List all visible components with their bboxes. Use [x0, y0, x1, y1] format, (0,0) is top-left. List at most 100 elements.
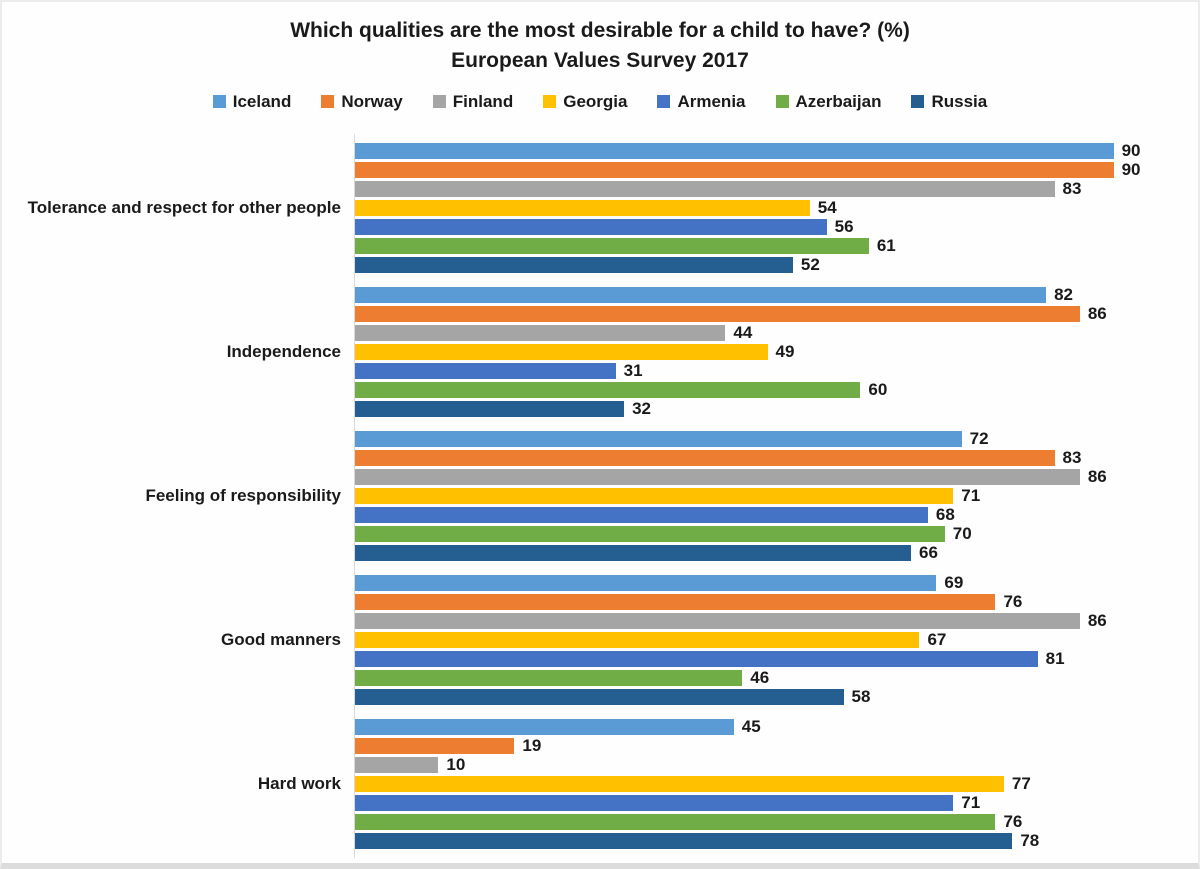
- bar-value-armenia-independence: 31: [623, 360, 643, 380]
- legend-swatch-norway: [321, 95, 335, 109]
- legend-item-georgia: Georgia: [543, 92, 627, 112]
- bar-row-iceland-independence: 82: [354, 284, 1198, 304]
- bar-value-norway-good-manners: 76: [1003, 591, 1023, 611]
- bar-row-iceland-feeling-of-responsibility: 72: [354, 428, 1198, 448]
- category-group-good-manners: Good manners 69 76 86 67 81 46 58: [2, 572, 1198, 706]
- legend-item-iceland: Iceland: [212, 92, 291, 112]
- bar-value-russia-feeling-of-responsibility: 66: [919, 542, 938, 562]
- bar-value-iceland-good-manners: 69: [944, 572, 964, 592]
- bar-azerbaijan-independence: [354, 381, 861, 398]
- bar-iceland-feeling-of-responsibility: [354, 430, 962, 447]
- bar-iceland-good-manners: [354, 574, 937, 591]
- bar-row-armenia-hard-work: 71: [354, 792, 1198, 812]
- bar-finland-independence: [354, 324, 726, 341]
- bar-norway-good-manners: [354, 593, 996, 610]
- bar-azerbaijan-good-manners: [354, 669, 743, 686]
- bar-row-norway-feeling-of-responsibility: 83: [354, 447, 1198, 467]
- bar-value-finland-good-manners: 86: [1087, 610, 1107, 630]
- bar-georgia-independence: [354, 343, 768, 360]
- bar-azerbaijan-tolerance-and-respect-for-other-people: [354, 237, 869, 254]
- bar-row-azerbaijan-hard-work: 76: [354, 811, 1198, 831]
- bar-value-georgia-good-manners: 67: [927, 629, 947, 649]
- bar-value-finland-hard-work: 10: [446, 754, 466, 774]
- category-label-hard-work: Hard work: [257, 773, 341, 793]
- bar-russia-hard-work: [354, 832, 1013, 849]
- chart-subtitle: European Values Survey 2017: [451, 49, 749, 73]
- bar-value-iceland-independence: 82: [1054, 284, 1073, 304]
- legend-label-russia: Russia: [931, 91, 988, 111]
- bar-azerbaijan-feeling-of-responsibility: [354, 525, 945, 542]
- bar-iceland-tolerance-and-respect-for-other-people: [354, 142, 1114, 159]
- bar-russia-tolerance-and-respect-for-other-people: [354, 256, 793, 273]
- legend-item-finland: Finland: [432, 92, 513, 112]
- bar-norway-independence: [354, 305, 1080, 322]
- bar-value-russia-independence: 32: [632, 398, 651, 418]
- bars-hard-work: 45 19 10 77 71 76 78: [354, 718, 1198, 850]
- legend-label-georgia: Georgia: [563, 91, 628, 111]
- category-label-independence: Independence: [226, 341, 341, 361]
- bar-iceland-independence: [354, 286, 1047, 303]
- bar-norway-hard-work: [354, 737, 515, 754]
- bar-row-norway-good-manners: 76: [354, 591, 1198, 611]
- bar-row-georgia-feeling-of-responsibility: 71: [354, 487, 1198, 504]
- bar-value-norway-feeling-of-responsibility: 83: [1062, 447, 1082, 467]
- bar-row-georgia-hard-work: 77: [354, 773, 1198, 793]
- bar-finland-feeling-of-responsibility: [354, 468, 1080, 485]
- bar-value-armenia-feeling-of-responsibility: 68: [935, 504, 955, 524]
- bar-value-azerbaijan-good-manners: 46: [750, 667, 770, 687]
- legend: Iceland Norway Finland Georgia Armenia Azerba…: [2, 91, 1198, 113]
- bar-row-armenia-good-manners: 81: [354, 650, 1198, 667]
- bar-row-georgia-independence: 49: [354, 343, 1198, 360]
- bar-value-finland-tolerance-and-respect-for-other-people: 83: [1062, 178, 1082, 198]
- bar-value-finland-feeling-of-responsibility: 86: [1087, 466, 1107, 486]
- bar-value-iceland-tolerance-and-respect-for-other-people: 90: [1121, 140, 1141, 160]
- title-block: Which qualities are the most desirable f…: [2, 2, 1198, 77]
- bar-armenia-hard-work: [354, 794, 954, 811]
- bar-value-armenia-hard-work: 71: [961, 792, 981, 812]
- bar-russia-feeling-of-responsibility: [354, 544, 912, 561]
- bar-finland-good-manners: [354, 612, 1080, 629]
- category-label-good-manners: Good manners: [221, 629, 341, 649]
- bar-row-iceland-tolerance-and-respect-for-other-people: 90: [354, 140, 1198, 160]
- legend-item-azerbaijan: Azerbaijan: [775, 92, 881, 112]
- chart-title: Which qualities are the most desirable f…: [290, 19, 910, 42]
- bar-row-finland-hard-work: 10: [354, 754, 1198, 774]
- bar-norway-feeling-of-responsibility: [354, 449, 1055, 466]
- bar-value-armenia-tolerance-and-respect-for-other-people: 56: [834, 216, 854, 236]
- bar-value-russia-good-manners: 58: [851, 686, 871, 706]
- bar-row-azerbaijan-tolerance-and-respect-for-other-people: 61: [354, 235, 1198, 255]
- bar-row-azerbaijan-feeling-of-responsibility: 70: [354, 523, 1198, 543]
- bar-armenia-tolerance-and-respect-for-other-people: [354, 218, 827, 235]
- bar-value-norway-independence: 86: [1087, 303, 1107, 323]
- category-label-tolerance-and-respect-for-other-people: Tolerance and respect for other people: [27, 197, 341, 217]
- bar-iceland-hard-work: [354, 718, 734, 735]
- category-group-hard-work: Hard work 45 19 10 77 71 76 78: [2, 718, 1198, 850]
- bar-armenia-good-manners: [354, 650, 1038, 667]
- bar-finland-hard-work: [354, 756, 439, 773]
- bar-row-norway-independence: 86: [354, 303, 1198, 323]
- bar-row-russia-feeling-of-responsibility: 66: [354, 542, 1198, 562]
- legend-swatch-finland: [432, 95, 446, 109]
- legend-label-norway: Norway: [341, 91, 403, 111]
- bar-value-russia-hard-work: 78: [1020, 830, 1040, 850]
- bar-value-azerbaijan-feeling-of-responsibility: 70: [952, 523, 972, 543]
- bar-row-finland-feeling-of-responsibility: 86: [354, 466, 1198, 486]
- bar-value-azerbaijan-hard-work: 76: [1003, 811, 1023, 831]
- bar-armenia-independence: [354, 362, 616, 379]
- bar-value-georgia-hard-work: 77: [1011, 773, 1031, 793]
- bar-georgia-good-manners: [354, 631, 920, 648]
- bar-row-russia-good-manners: 58: [354, 686, 1198, 706]
- bar-row-finland-good-manners: 86: [354, 610, 1198, 630]
- bar-row-finland-independence: 44: [354, 324, 1198, 341]
- legend-item-armenia: Armenia: [657, 92, 746, 112]
- category-axis-line: [354, 133, 355, 858]
- bar-value-azerbaijan-tolerance-and-respect-for-other-people: 61: [876, 235, 896, 255]
- bar-row-georgia-good-manners: 67: [354, 629, 1198, 649]
- bar-row-armenia-feeling-of-responsibility: 68: [354, 504, 1198, 524]
- bar-row-armenia-independence: 31: [354, 360, 1198, 380]
- category-group-tolerance-and-respect-for-other-people: Tolerance and respect for other people 90…: [2, 140, 1198, 273]
- category-group-feeling-of-responsibility: Feeling of responsibility 72 83 86 71 68 70 66: [2, 428, 1198, 562]
- bar-value-iceland-feeling-of-responsibility: 72: [969, 428, 989, 448]
- bar-georgia-tolerance-and-respect-for-other-people: [354, 199, 810, 216]
- bar-georgia-hard-work: [354, 775, 1004, 792]
